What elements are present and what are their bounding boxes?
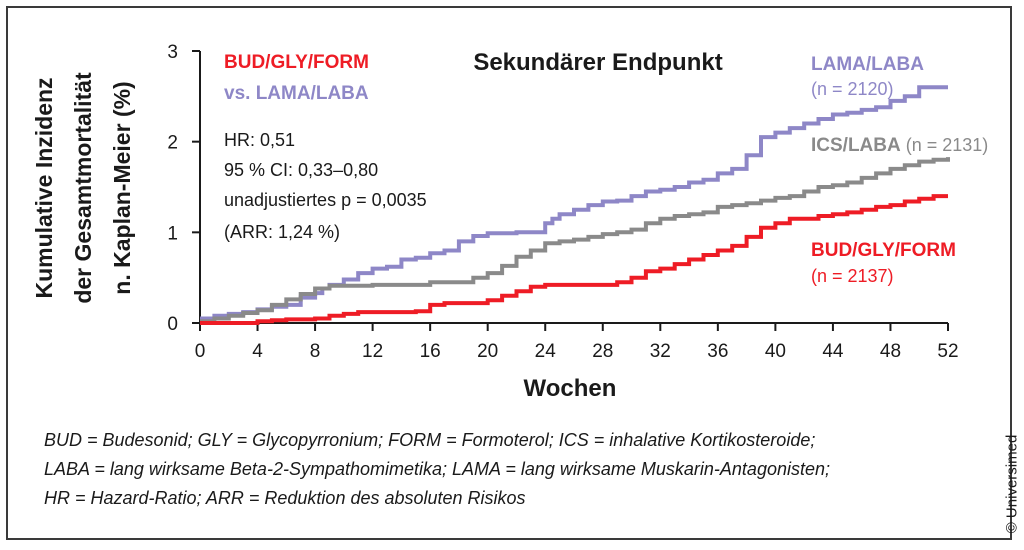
footnote-line-2: LABA = lang wirksame Beta-2-Sympathomime… xyxy=(44,459,830,479)
x-tick-label: 0 xyxy=(195,341,206,362)
series-line-lama-laba xyxy=(200,85,948,321)
series-name-lama-laba: LAMA/LABA xyxy=(811,54,924,75)
series-line-ics-laba xyxy=(200,157,950,324)
x-axis-label: Wochen xyxy=(524,375,617,402)
series-n-bud-gly-form: (n = 2137) xyxy=(811,266,894,286)
series-line-bud-gly-form xyxy=(200,194,948,325)
stat-ci: 95 % CI: 0,33–0,80 xyxy=(224,160,378,180)
series-label-ics-laba-text: ICS/LABA (n = 2131) xyxy=(811,135,988,156)
series-label-bud-gly-form: BUD/GLY/FORM (n = 2137) xyxy=(811,240,956,286)
stat-p-value: unadjustiertes p = 0,0035 xyxy=(224,190,427,210)
y-tick-label: 3 xyxy=(167,42,178,63)
y-tick-label: 0 xyxy=(167,314,178,335)
y-axis-label-line-3: n. Kaplan-Meier (%) xyxy=(109,81,135,294)
series-label-ics-laba: ICS/LABA (n = 2131) xyxy=(811,135,988,156)
series-name-ics-laba: ICS/LABA xyxy=(811,135,901,156)
x-tick-label: 24 xyxy=(535,341,557,362)
series-n-ics-laba: (n = 2131) xyxy=(906,135,989,155)
x-tick-label: 16 xyxy=(420,341,441,362)
footnote-line-1: BUD = Budesonid; GLY = Glycopyrronium; F… xyxy=(44,430,816,450)
comparison-line-2: vs. LAMA/LABA xyxy=(224,83,369,104)
y-axis-label-line-1: Kumulative Inzidenz xyxy=(31,77,57,298)
y-axis-label-line-2: der Gesamtmortalität xyxy=(70,72,96,304)
x-tick-label: 4 xyxy=(252,341,263,362)
stat-arr: (ARR: 1,24 %) xyxy=(224,222,340,242)
series-name-bud-gly-form: BUD/GLY/FORM xyxy=(811,240,956,261)
x-tick-label: 44 xyxy=(822,341,844,362)
chart-title: Sekundärer Endpunkt xyxy=(473,49,722,76)
x-tick-label: 52 xyxy=(937,341,958,362)
x-tick-label: 28 xyxy=(592,341,613,362)
figure-frame xyxy=(6,6,1012,540)
abbreviation-footnote: BUD = Budesonid; GLY = Glycopyrronium; F… xyxy=(44,426,964,513)
x-tick-label: 32 xyxy=(650,341,671,362)
series-n-lama-laba: (n = 2120) xyxy=(811,79,894,99)
series-layer xyxy=(200,85,950,325)
stat-hr: HR: 0,51 xyxy=(224,130,295,150)
x-tick-label: 48 xyxy=(880,341,901,362)
x-tick-label: 40 xyxy=(765,341,786,362)
x-tick-label: 20 xyxy=(477,341,498,362)
comparison-line-1: BUD/GLY/FORM xyxy=(224,52,369,73)
y-tick-label: 2 xyxy=(167,133,178,154)
copyright-notice: © Universimed xyxy=(1003,434,1021,534)
kaplan-meier-chart: Kumulative Inzidenz der Gesamtmortalität… xyxy=(31,42,988,402)
series-label-lama-laba: LAMA/LABA (n = 2120) xyxy=(811,54,924,99)
x-tick-label: 8 xyxy=(310,341,321,362)
x-tick-label: 12 xyxy=(362,341,383,362)
x-tick-label: 36 xyxy=(707,341,728,362)
y-axis-label: Kumulative Inzidenz der Gesamtmortalität… xyxy=(31,72,135,304)
footnote-line-3: HR = Hazard-Ratio; ARR = Reduktion des a… xyxy=(44,488,526,508)
y-tick-label: 1 xyxy=(167,223,178,244)
comparison-annotation: BUD/GLY/FORM vs. LAMA/LABA HR: 0,51 95 %… xyxy=(224,52,427,242)
